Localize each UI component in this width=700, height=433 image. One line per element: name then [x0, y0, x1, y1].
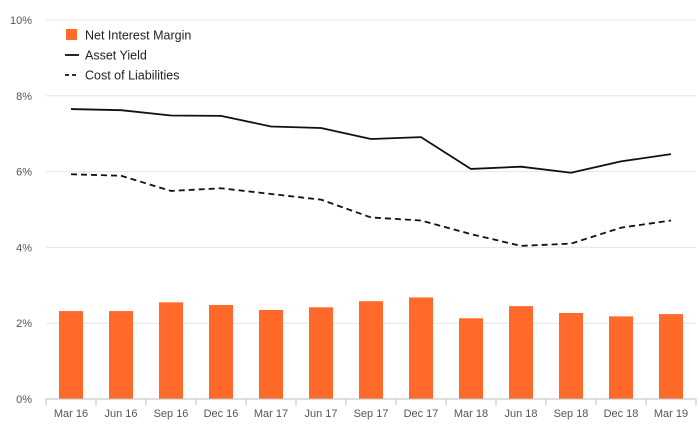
x-tick-label: Mar 17 [254, 408, 288, 420]
y-tick-label: 4% [16, 242, 32, 254]
grid-lines [46, 19, 696, 324]
x-tick-label: Sep 16 [154, 408, 189, 420]
y-tick-label: 6% [16, 167, 32, 179]
legend-label: Asset Yield [85, 49, 147, 63]
x-tick-label: Sep 18 [554, 408, 589, 420]
x-tick-label: Mar 19 [654, 408, 688, 420]
x-tick-label: Jun 18 [504, 408, 537, 420]
legend-label: Cost of Liabilities [85, 69, 180, 83]
bar [159, 302, 183, 399]
x-tick-label: Mar 16 [54, 408, 88, 420]
x-axis: Mar 16 Jun 16 Sep 16 Dec 16 Mar 17 Jun 17 Sep … [45, 398, 697, 420]
bar [309, 307, 333, 399]
x-tick-label: Dec 16 [204, 408, 239, 420]
legend-label: Net Interest Margin [85, 29, 191, 43]
y-axis: 0% 2% 4% 6% 8% 10% [10, 15, 32, 406]
y-tick-label: 0% [16, 394, 32, 406]
y-tick-label: 10% [10, 15, 32, 27]
bar [209, 305, 233, 399]
y-tick-label: 2% [16, 318, 32, 330]
bar [659, 314, 683, 399]
bar [59, 311, 83, 399]
bar [409, 297, 433, 399]
bar [509, 306, 533, 399]
bar [259, 309, 283, 399]
x-tick-label: Jun 16 [104, 408, 137, 420]
bar [359, 301, 383, 399]
bar [559, 312, 583, 399]
x-tick-label: Jun 17 [304, 408, 337, 420]
bar [459, 318, 483, 399]
x-tick-label: Sep 17 [354, 408, 389, 420]
x-tick-label: Mar 18 [454, 408, 488, 420]
bar-series [59, 297, 683, 399]
y-tick-label: 8% [16, 91, 32, 103]
x-tick-label: Dec 18 [604, 408, 639, 420]
line-series [70, 108, 672, 247]
bar [109, 311, 133, 399]
legend: Net Interest Margin Asset Yield Cost of Li… [65, 29, 191, 83]
cost-of-liabilities-line [70, 173, 672, 247]
x-tick-label: Dec 17 [404, 408, 439, 420]
legend-swatch [66, 29, 77, 40]
asset-yield-line [70, 108, 672, 174]
bar [609, 316, 633, 399]
